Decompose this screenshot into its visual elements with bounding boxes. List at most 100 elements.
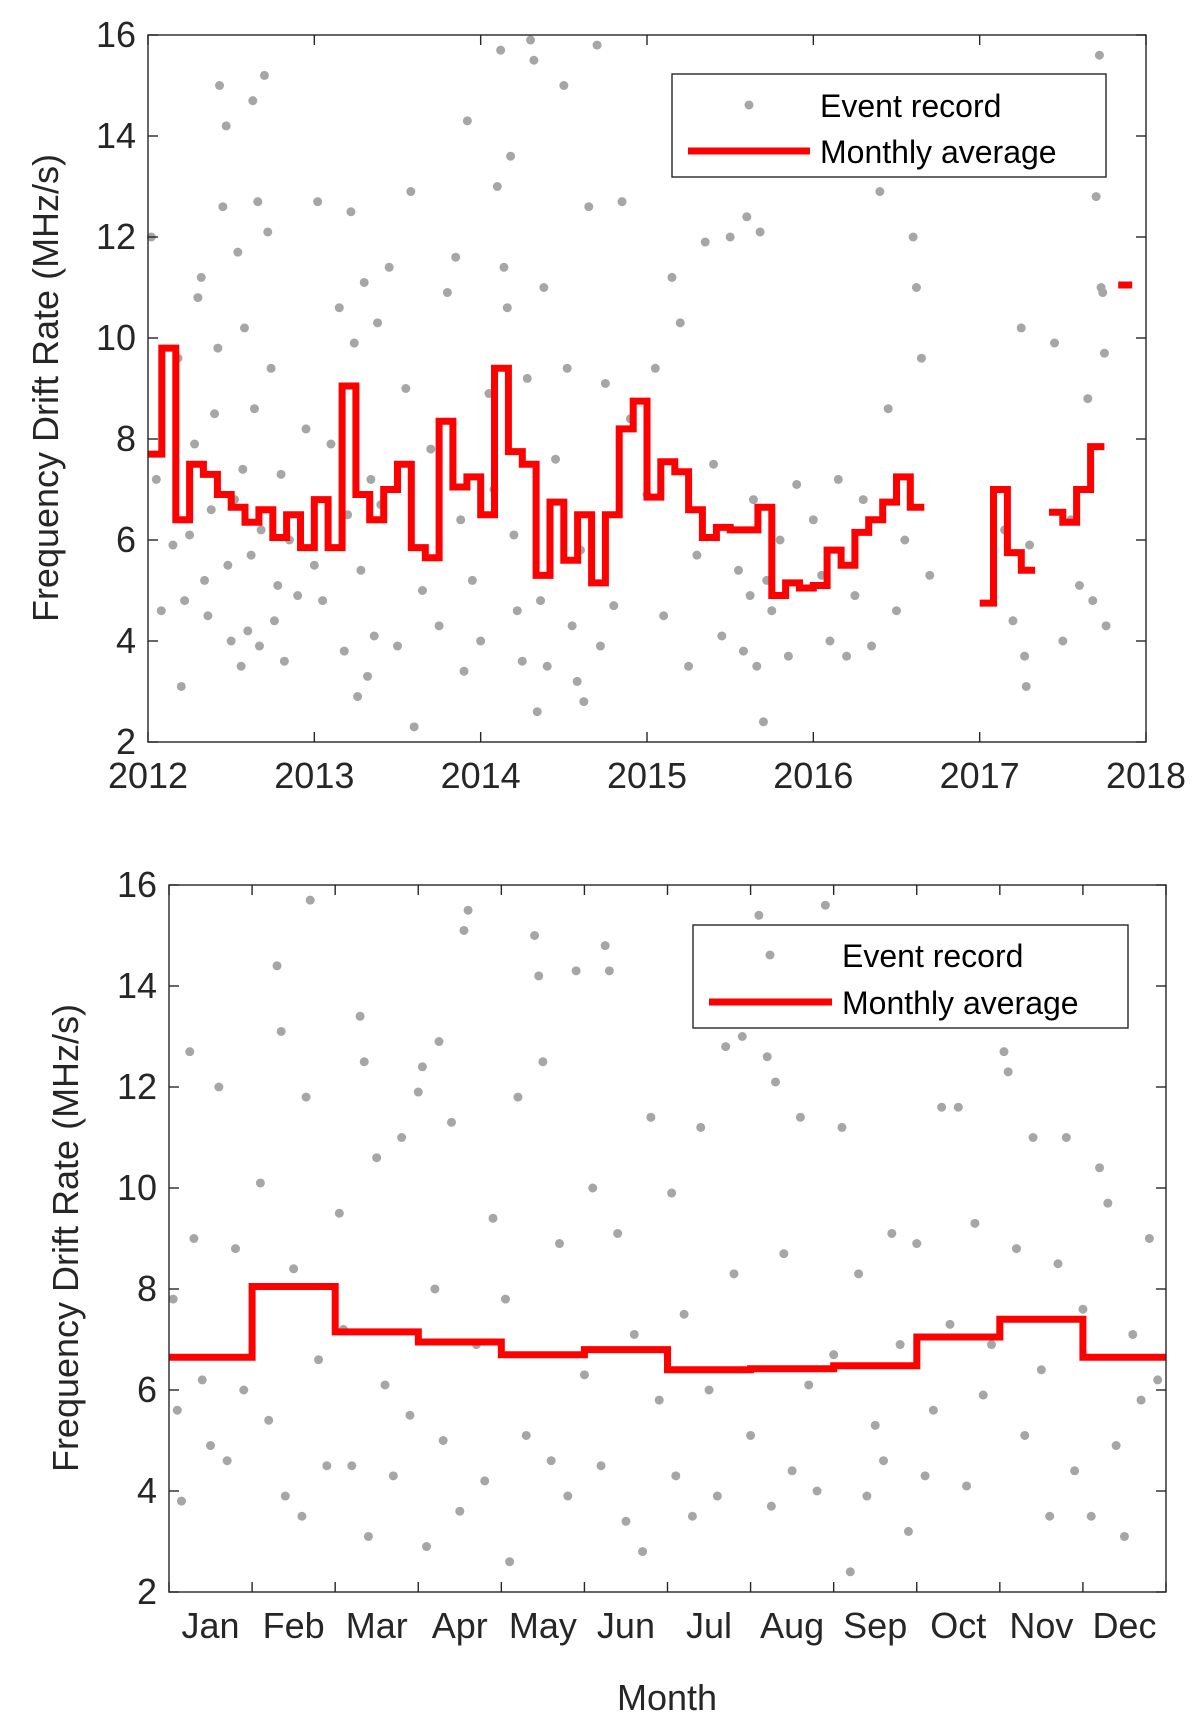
bottom-chart-event-point	[987, 1340, 997, 1350]
bottom-chart-y-tick-label: 12	[117, 1066, 157, 1107]
bottom-chart-event-point	[222, 1456, 232, 1466]
top-chart-event-point	[356, 565, 366, 575]
bottom-chart-x-tick-label: Mar	[346, 1605, 408, 1646]
top-chart-event-point	[911, 283, 921, 292]
bottom-chart-y-tick-label: 8	[137, 1268, 157, 1309]
top-chart-event-point	[579, 697, 589, 707]
top-chart-legend: Event record Monthly average	[671, 73, 1107, 178]
top-chart-event-point	[617, 197, 627, 207]
top-chart-event-point	[908, 232, 918, 242]
top-chart-event-point	[767, 606, 777, 616]
top-chart-y-tick-label: 2	[116, 721, 136, 762]
top-chart-legend-event-marker	[744, 100, 754, 110]
bottom-chart-event-point	[928, 1405, 938, 1415]
top-chart-event-point	[1020, 651, 1030, 661]
top-chart-event-point	[218, 202, 228, 212]
bottom-chart-event-point	[854, 1269, 864, 1279]
top-chart-event-point	[210, 409, 220, 419]
top-chart-event-point	[509, 530, 519, 540]
top-chart-x-tick-label: 2014	[441, 755, 521, 796]
bottom-chart-event-point	[937, 1102, 947, 1112]
bottom-chart-event-point	[314, 1355, 324, 1365]
top-chart-legend-average-label: Monthly average	[820, 134, 1057, 170]
bottom-chart-y-tick-label: 4	[137, 1470, 157, 1511]
bottom-chart-event-point	[1086, 1511, 1096, 1521]
bottom-chart-y-tick-label: 16	[117, 864, 157, 905]
bottom-chart-event-point	[804, 1380, 814, 1390]
bottom-chart-x-tick-label: Apr	[432, 1605, 488, 1646]
top-chart-event-point	[180, 596, 190, 606]
top-chart-event-point	[456, 515, 466, 525]
bottom-chart-event-point	[795, 1112, 805, 1122]
top-chart-event-point	[551, 454, 561, 464]
top-chart-event-point	[253, 197, 263, 207]
bottom-chart-event-point	[355, 1011, 365, 1021]
bottom-chart-event-point	[347, 1461, 357, 1471]
top-chart-event-point	[667, 272, 677, 282]
bottom-chart-event-point	[1144, 1234, 1154, 1243]
top-chart-event-point	[401, 384, 411, 393]
top-chart-event-point	[339, 646, 349, 656]
top-chart-event-point	[659, 611, 669, 621]
top-chart-event-point	[858, 495, 868, 505]
bottom-chart-event-point	[264, 1415, 274, 1425]
top-chart-event-point	[517, 656, 527, 666]
bottom-chart-legend-event-marker	[765, 950, 775, 960]
bottom-chart-legend-event-label: Event record	[842, 938, 1023, 974]
top-chart-event-point	[313, 197, 323, 207]
bottom-chart-event-point	[505, 1557, 515, 1567]
top-chart-event-point	[349, 338, 359, 348]
bottom-chart-event-point	[500, 1294, 510, 1304]
top-chart-x-tick-label: 2017	[940, 755, 1020, 796]
top-chart-event-point	[592, 40, 602, 50]
bottom-chart-event-point	[729, 1269, 739, 1279]
top-chart-x-tick-label: 2018	[1106, 755, 1186, 796]
top-chart-event-point	[226, 636, 236, 646]
bottom-chart-event-point	[1028, 1133, 1038, 1142]
bottom-chart-y-axis-title: Frequency Drift Rate (MHz/s)	[45, 1004, 86, 1472]
top-chart-event-point	[451, 252, 461, 262]
bottom-chart-event-point	[1003, 1067, 1013, 1077]
bottom-chart-event-point	[488, 1213, 498, 1223]
bottom-chart-event-point	[721, 1042, 731, 1052]
bottom-chart-event-point	[621, 1516, 631, 1526]
bottom-chart-event-point	[829, 1350, 839, 1360]
top-chart-event-point	[384, 262, 394, 272]
bottom-chart-y-tick-label: 6	[137, 1369, 157, 1410]
bottom-chart-monthly-average	[169, 1283, 1166, 1374]
top-chart-event-point	[1083, 394, 1093, 404]
top-chart-event-point	[1016, 323, 1026, 333]
bottom-chart-event-point	[978, 1390, 988, 1400]
bottom-chart-x-tick-label: Feb	[263, 1605, 325, 1646]
bottom-chart-legend: Event record Monthly average	[692, 924, 1129, 1029]
top-chart-event-point	[193, 293, 203, 303]
bottom-chart-event-point	[1153, 1375, 1163, 1385]
top-chart-event-point	[536, 596, 546, 606]
top-chart-event-point	[709, 459, 719, 469]
top-chart-event-point	[309, 560, 319, 570]
top-chart-event-point	[233, 247, 243, 257]
top-chart-event-point	[755, 227, 765, 237]
top-chart-event-point	[745, 591, 755, 601]
top-chart-event-point	[190, 439, 200, 449]
top-chart-event-point	[279, 656, 289, 666]
bottom-chart-event-point	[812, 1486, 822, 1496]
top-chart-event-point	[434, 621, 444, 631]
top-chart-legend-box	[671, 73, 1107, 178]
top-chart-event-point	[783, 651, 793, 661]
bottom-chart-y-ticks: 2 4 6 8 10 12 14 16	[117, 864, 1166, 1612]
top-chart-event-point	[203, 611, 213, 621]
bottom-chart-event-point	[1036, 1365, 1046, 1375]
top-chart-event-point	[417, 586, 427, 595]
bottom-chart-event-point	[999, 1047, 1009, 1057]
top-chart-event-point	[867, 641, 877, 651]
top-chart-event-point	[700, 237, 710, 247]
top-chart-monthly-average	[148, 281, 1133, 607]
bottom-chart-event-point	[1111, 1441, 1121, 1451]
top-chart-event-point	[213, 343, 223, 353]
bottom-chart-event-point	[459, 925, 469, 935]
top-chart-event-point	[249, 404, 259, 414]
bottom-chart-event-point	[513, 1092, 523, 1102]
bottom-chart-event-point	[388, 1471, 398, 1481]
bottom-chart-event-point	[1103, 1198, 1113, 1208]
